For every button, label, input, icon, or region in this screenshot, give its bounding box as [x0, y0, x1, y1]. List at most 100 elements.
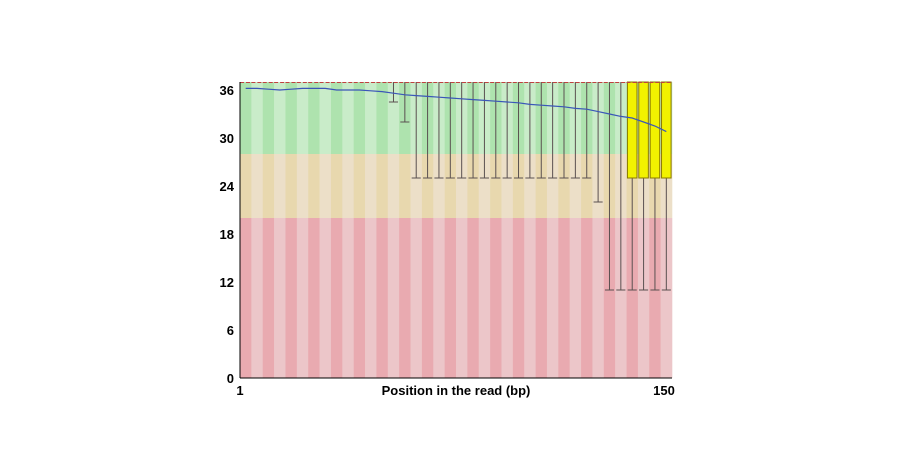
- zone-reasonable-stripe: [365, 154, 377, 218]
- zone-good-stripe: [262, 82, 275, 154]
- x-tick-label: 1: [236, 383, 243, 398]
- zone-poor-stripe: [365, 218, 377, 378]
- box-plot-bin: [581, 82, 593, 179]
- box-plot-bin: [592, 82, 604, 203]
- zone-reasonable-stripe: [285, 154, 298, 218]
- box-plot-bin: [421, 82, 434, 179]
- zone-good-stripe: [296, 82, 309, 154]
- box-plot-bin: [649, 81, 661, 291]
- axes: 0 6 12 18 24 30 36 1 150: [220, 82, 675, 398]
- box-plot-bin: [626, 81, 638, 291]
- zone-poor-stripe: [240, 218, 252, 378]
- zone-good-stripe: [251, 82, 264, 154]
- zone-poor-stripe: [626, 218, 639, 378]
- zone-poor-stripe: [274, 218, 286, 378]
- box-plot-bin: [387, 82, 400, 103]
- box-plot-bin: [637, 81, 650, 291]
- zone-good-stripe: [308, 82, 320, 154]
- y-tick-label: 6: [227, 323, 234, 338]
- zone-reasonable-stripe: [421, 154, 434, 218]
- zone-reasonable-stripe: [308, 154, 320, 218]
- zone-poor-stripe: [319, 218, 332, 378]
- zone-reasonable-stripe: [467, 154, 480, 218]
- zone-poor-stripe: [456, 218, 468, 378]
- zone-poor-stripe: [558, 218, 570, 378]
- box-plot-bin: [603, 82, 616, 291]
- zone-poor-stripe: [512, 218, 525, 378]
- zone-poor-stripe: [399, 218, 411, 378]
- quartile-box: [638, 81, 649, 179]
- zone-poor-stripe: [569, 218, 582, 378]
- zone-reasonable-stripe: [581, 154, 593, 218]
- zone-poor-stripe: [649, 218, 661, 378]
- zone-reasonable-stripe: [478, 154, 491, 218]
- zone-good-stripe: [285, 82, 298, 154]
- zone-reasonable-stripe: [490, 154, 502, 218]
- y-tick-label: 0: [227, 371, 234, 386]
- zone-reasonable-stripe: [433, 154, 445, 218]
- zone-reasonable-stripe: [330, 154, 343, 218]
- zone-poor-stripe: [615, 218, 627, 378]
- zone-poor-stripe: [251, 218, 264, 378]
- zone-poor-stripe: [262, 218, 275, 378]
- zone-poor-stripe: [581, 218, 593, 378]
- zone-reasonable-stripe: [546, 154, 559, 218]
- x-tick-label: 150: [653, 383, 675, 398]
- zone-poor-stripe: [637, 218, 650, 378]
- box-plot-bin: [478, 82, 491, 179]
- zone-reasonable-stripe: [512, 154, 525, 218]
- zone-reasonable-stripe: [342, 154, 354, 218]
- box-plot-bin: [512, 82, 525, 179]
- box-plot-bin: [410, 82, 422, 179]
- zone-reasonable-stripe: [410, 154, 423, 218]
- quartile-box: [626, 81, 638, 179]
- zone-reasonable-stripe: [296, 154, 309, 218]
- zone-good-stripe: [387, 82, 400, 154]
- zone-reasonable-stripe: [501, 154, 514, 218]
- zone-poor-stripe: [410, 218, 423, 378]
- zone-reasonable-stripe: [535, 154, 548, 218]
- y-tick-label: 36: [220, 83, 234, 98]
- zone-poor-stripe: [546, 218, 559, 378]
- box-plot-bin: [433, 82, 445, 179]
- box-plot-bin: [501, 82, 513, 179]
- y-tick-label: 24: [220, 179, 235, 194]
- zone-reasonable-stripe: [387, 154, 400, 218]
- zone-poor-stripe: [387, 218, 400, 378]
- zone-reasonable-stripe: [444, 154, 457, 218]
- zone-poor-stripe: [490, 218, 502, 378]
- zone-good-stripe: [365, 82, 377, 154]
- zone-good-stripe: [376, 82, 389, 154]
- zone-good-stripe: [353, 82, 366, 154]
- zone-reasonable-stripe: [262, 154, 275, 218]
- zone-poor-stripe: [478, 218, 491, 378]
- x-axis-label: Position in the read (bp): [382, 383, 531, 398]
- zone-good-stripe: [274, 82, 286, 154]
- y-tick-label: 30: [220, 131, 234, 146]
- zone-poor-stripe: [501, 218, 514, 378]
- box-plot-bin: [569, 82, 582, 179]
- zone-poor-stripe: [296, 218, 309, 378]
- quartile-box: [661, 81, 672, 179]
- zone-good-stripe: [342, 82, 354, 154]
- box-plot-bin: [399, 82, 411, 123]
- zone-poor-stripe: [285, 218, 298, 378]
- box-plot-bin: [660, 81, 672, 291]
- zone-reasonable-stripe: [376, 154, 389, 218]
- zone-poor-stripe: [467, 218, 480, 378]
- box-plot-bin: [524, 82, 536, 179]
- zone-reasonable-stripe: [524, 154, 536, 218]
- box-plot-bin: [546, 82, 559, 179]
- zone-poor-stripe: [603, 218, 616, 378]
- zone-poor-stripe: [444, 218, 457, 378]
- zone-poor-stripe: [330, 218, 343, 378]
- y-tick-label: 12: [220, 275, 234, 290]
- zone-poor-stripe: [524, 218, 536, 378]
- zone-poor-stripe: [308, 218, 320, 378]
- zone-reasonable-stripe: [240, 154, 252, 218]
- box-plots: [240, 81, 672, 291]
- zone-good-stripe: [319, 82, 332, 154]
- zone-reasonable-stripe: [319, 154, 332, 218]
- zone-poor-stripe: [433, 218, 445, 378]
